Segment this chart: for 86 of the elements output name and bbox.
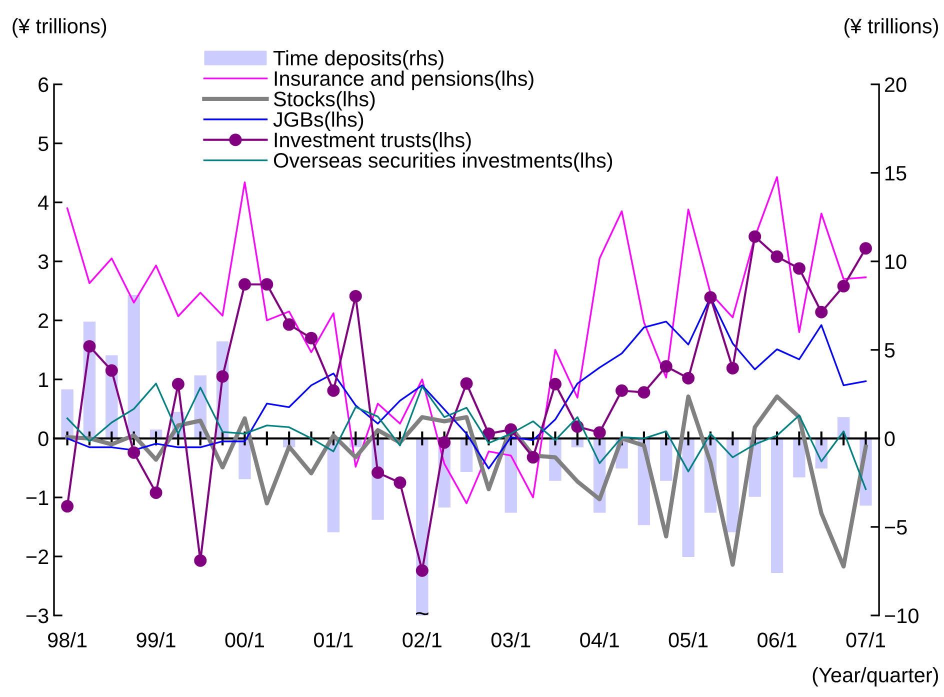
- legend-label: Investment trusts(lhs): [274, 132, 471, 152]
- point: [548, 378, 562, 390]
- y2-tick-label: −10: [884, 608, 918, 624]
- point: [372, 466, 384, 479]
- point: [61, 500, 74, 513]
- y2-axis-title: (¥ trillions): [844, 18, 938, 38]
- y2-tick-label: 15: [886, 166, 906, 181]
- x-tick-label: 06/1: [758, 632, 796, 648]
- y-tick-label: 5: [38, 136, 48, 152]
- point: [859, 242, 872, 255]
- point: [83, 340, 96, 353]
- point: [438, 436, 451, 449]
- legend-label: Overseas securities investments(lhs): [274, 152, 612, 172]
- point: [305, 332, 318, 344]
- point: [238, 278, 251, 291]
- point: [128, 446, 140, 459]
- legend-label: Stocks(lhs): [274, 91, 375, 111]
- point: [770, 250, 784, 263]
- bar: [61, 389, 74, 438]
- point: [194, 554, 207, 567]
- y2-tick-label: 10: [886, 254, 906, 270]
- bar: [660, 438, 672, 481]
- point: [416, 564, 428, 577]
- point: [216, 370, 229, 383]
- point: [327, 384, 340, 397]
- line-series: [65, 394, 868, 569]
- point: [482, 427, 495, 440]
- y-tick-label: 6: [38, 77, 48, 92]
- bar: [327, 438, 340, 532]
- point: [616, 384, 628, 397]
- y-tick-label: 4: [38, 196, 49, 210]
- bar: [770, 438, 784, 573]
- x-tick-label: 98/1: [48, 632, 87, 648]
- point: [105, 364, 118, 377]
- y-tick-label: −1: [26, 490, 48, 505]
- y2-tick-label: 20: [884, 77, 906, 92]
- x-tick-label: 01/1: [314, 632, 353, 648]
- point: [638, 386, 650, 399]
- legend-label: JGBs(lhs): [273, 112, 364, 131]
- point: [726, 362, 739, 374]
- point: [282, 318, 296, 331]
- x-tick-label: 03/1: [491, 632, 530, 648]
- x-tick-label: 07/1: [846, 632, 886, 648]
- y2-tick-label: 0: [884, 431, 895, 446]
- point: [748, 230, 762, 243]
- y-tick-label: 0: [38, 431, 48, 446]
- point: [704, 291, 717, 304]
- line-series: [66, 382, 867, 490]
- y-tick-label: −3: [26, 608, 48, 624]
- x-tick-label: 00/1: [225, 632, 264, 648]
- x-tick-label: 02/1: [402, 632, 442, 648]
- x-axis-title: (Year/quarter): [812, 667, 938, 687]
- y2-tick-label: −5: [884, 520, 907, 535]
- bar: [128, 295, 140, 438]
- bar: [793, 438, 806, 478]
- legend-label: Insurance and pensions(lhs): [274, 70, 534, 90]
- y2-tick-label: 5: [884, 343, 895, 358]
- point: [150, 486, 162, 499]
- line-series: [66, 176, 867, 504]
- bar: [726, 438, 739, 532]
- point: [526, 451, 540, 464]
- point: [349, 290, 362, 302]
- point: [660, 360, 672, 373]
- point: [260, 278, 274, 291]
- point: [593, 426, 606, 439]
- point: [792, 262, 806, 275]
- point: [172, 378, 184, 390]
- y-tick-label: 3: [38, 254, 48, 270]
- annotation: ~: [416, 612, 428, 616]
- point: [815, 306, 828, 318]
- bar: [682, 438, 694, 558]
- point: [837, 280, 850, 292]
- y-tick-label: 1: [39, 372, 48, 387]
- point: [460, 377, 473, 390]
- y-axis-title: (¥ trillions): [12, 18, 106, 38]
- x-tick-label: 04/1: [580, 632, 619, 648]
- x-tick-label: 05/1: [668, 632, 708, 648]
- bar: [460, 438, 473, 472]
- y-tick-label: 2: [38, 313, 48, 328]
- legend-label: Time deposits(rhs): [273, 50, 444, 70]
- x-tick-label: 99/1: [136, 632, 176, 648]
- point: [682, 372, 695, 384]
- y-tick-label: −2: [26, 549, 48, 564]
- bar: [238, 438, 251, 480]
- point: [394, 476, 406, 489]
- bar: [504, 438, 517, 513]
